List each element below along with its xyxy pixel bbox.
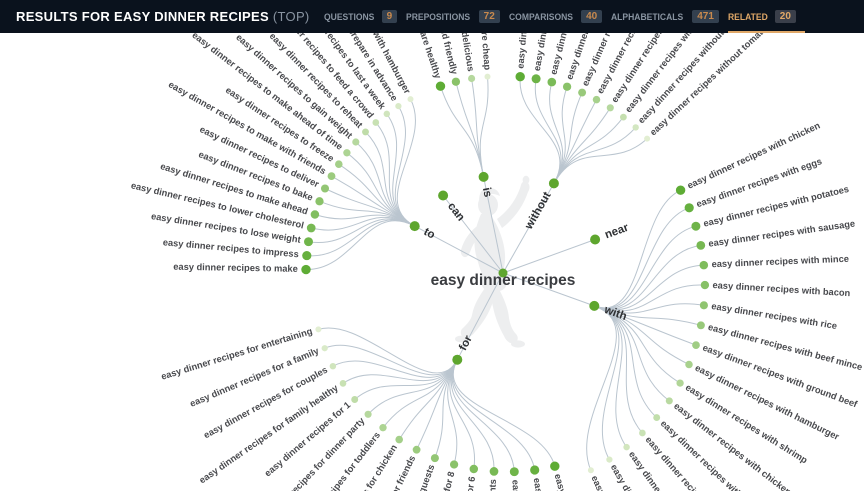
svg-text:easy dinner recipes with potat: easy dinner recipes with potatoes <box>702 184 849 229</box>
svg-text:easy dinner recipes to make wi: easy dinner recipes to make with friends <box>167 79 328 176</box>
svg-text:easy dinner recipes to freeze: easy dinner recipes to freeze <box>224 85 336 164</box>
svg-text:easy dinner recipes for couple: easy dinner recipes for couples <box>202 365 329 441</box>
svg-text:to: to <box>422 226 437 242</box>
svg-text:easy dinner recipes without ve: easy dinner recipes without vegetables <box>636 33 760 125</box>
svg-text:easy dinner recipes without to: easy dinner recipes without tomatoes <box>648 33 776 137</box>
svg-text:easy dinner recipes delicious: easy dinner recipes delicious <box>445 33 476 72</box>
svg-text:easy dinner recipes kid friend: easy dinner recipes kid friendly <box>417 33 460 76</box>
svg-text:easy dinner recipes for chicke: easy dinner recipes for chicken <box>317 443 399 491</box>
svg-text:easy dinner recipes without gl: easy dinner recipes without gluten <box>532 33 568 72</box>
svg-text:easy dinner recipes to bake: easy dinner recipes to bake <box>197 149 314 203</box>
svg-text:easy dinner recipes with groun: easy dinner recipes with ground beef <box>701 343 859 410</box>
svg-text:easy dinner recipes for entert: easy dinner recipes for entertaining <box>160 326 314 382</box>
svg-text:easy dinner recipes without da: easy dinner recipes without dairy <box>515 33 538 69</box>
svg-text:easy dinner recipes for 6: easy dinner recipes for 6 <box>451 476 477 491</box>
svg-text:easy dinner recipes with chick: easy dinner recipes with chicken breast <box>672 401 817 491</box>
svg-text:easy dinner recipes with rice: easy dinner recipes with rice <box>711 301 838 331</box>
svg-text:easy dinner recipes to feed a: easy dinner recipes to feed a crowd <box>266 33 376 120</box>
svg-text:easy dinner recipes for dinner: easy dinner recipes for dinner party <box>250 415 367 491</box>
svg-text:easy dinner recipes with hambu: easy dinner recipes with hamburger <box>329 33 413 96</box>
svg-text:easy dinner recipes to lose we: easy dinner recipes to lose weight <box>150 211 301 245</box>
svg-text:easy dinner recipes for 1: easy dinner recipes for 1 <box>263 400 353 479</box>
svg-text:can: can <box>445 201 467 224</box>
svg-text:easy dinner recipes with eggs: easy dinner recipes with eggs <box>695 156 823 209</box>
svg-text:easy dinner recipes with veget: easy dinner recipes with vegetables <box>609 463 696 491</box>
svg-text:easy dinner recipes without ca: easy dinner recipes without carbs <box>564 33 622 81</box>
svg-text:easy dinner recipes to reheat: easy dinner recipes to reheat <box>268 33 365 130</box>
svg-text:easy dinner recipes with mince: easy dinner recipes with mince <box>711 254 849 270</box>
svg-text:easy dinner recipes with hambu: easy dinner recipes with hamburger <box>694 363 842 442</box>
svg-text:easy dinner recipes for family: easy dinner recipes for family healthy <box>197 382 340 485</box>
svg-text:easy dinner recipes to make ah: easy dinner recipes to make ahead of tim… <box>190 33 344 152</box>
svg-text:easy dinner recipes family of: easy dinner recipes family of 4 uk <box>510 479 529 491</box>
svg-text:easy dinner recipes for 8: easy dinner recipes for 8 <box>420 471 457 491</box>
svg-text:easy dinner recipes with beef: easy dinner recipes with beef <box>659 418 761 491</box>
svg-text:easy dinner recipes with shrim: easy dinner recipes with shrimp <box>684 382 810 465</box>
svg-text:easy dinner recipes with bread: easy dinner recipes with bread <box>627 449 714 491</box>
svg-text:is: is <box>480 187 494 199</box>
svg-text:easy dinner recipes are health: easy dinner recipes are healthy <box>390 33 444 81</box>
svg-text:easy dinner recipes without su: easy dinner recipes without sugar <box>580 33 650 88</box>
svg-text:without: without <box>523 190 554 232</box>
svg-text:easy dinner recipes to make ah: easy dinner recipes to make ahead <box>159 161 309 216</box>
svg-text:easy dinner recipes to prepare: easy dinner recipes to prepare in advanc… <box>293 33 400 103</box>
svg-text:easy dinner recipes: easy dinner recipes <box>431 272 576 289</box>
svg-text:easy dinner recipes with chick: easy dinner recipes with chicken <box>686 120 822 191</box>
svg-text:easy dinner recipes with bacon: easy dinner recipes with bacon <box>712 280 851 298</box>
svg-text:easy dinner recipes to gain we: easy dinner recipes to gain weight <box>234 33 354 141</box>
svg-text:easy dinner recipes without ch: easy dinner recipes without cheese <box>595 33 678 95</box>
svg-text:easy dinner recipes to make: easy dinner recipes to make <box>173 262 298 274</box>
svg-text:near: near <box>603 222 630 242</box>
svg-text:easy dinner recipes for a fami: easy dinner recipes for a family <box>188 345 321 409</box>
svg-text:for: for <box>457 333 475 353</box>
svg-text:easy dinner recipes to lower c: easy dinner recipes to lower cholesterol <box>130 180 305 230</box>
svg-text:easy dinner recipes with pasta: easy dinner recipes with pasta <box>589 474 653 491</box>
svg-text:easy dinner recipes with beef: easy dinner recipes with beef mince <box>707 322 863 372</box>
svg-text:easy dinner recipes with sausa: easy dinner recipes with sausage <box>708 218 856 248</box>
svg-text:easy dinner recipes for friend: easy dinner recipes for friends <box>349 454 418 491</box>
svg-text:easy dinner recipes to deliver: easy dinner recipes to deliver <box>198 124 321 189</box>
svg-text:easy dinner recipes are cheap: easy dinner recipes are cheap <box>472 33 492 71</box>
svg-text:easy dinner recipes without co: easy dinner recipes without cooking <box>623 33 729 114</box>
svg-text:easy dinner recipes without me: easy dinner recipes without meat <box>548 33 594 76</box>
svg-text:easy dinner recipes for studen: easy dinner recipes for students <box>482 479 498 491</box>
svg-text:easy dinner recipes for 4 asda: easy dinner recipes for 4 asda <box>532 477 563 491</box>
svg-text:easy dinner recipes asda: easy dinner recipes asda <box>553 473 591 491</box>
svg-text:easy dinner recipes for toddle: easy dinner recipes for toddlers <box>288 430 382 491</box>
svg-text:easy dinner recipes to impress: easy dinner recipes to impress <box>162 237 299 259</box>
svg-text:easy dinner recipes to last a: easy dinner recipes to last a week <box>291 33 388 112</box>
svg-text:easy dinner recipes for guests: easy dinner recipes for guests <box>381 463 437 491</box>
svg-text:easy dinner recipes without ch: easy dinner recipes without chicken <box>609 33 705 104</box>
svg-text:with: with <box>602 304 629 323</box>
svg-text:easy dinner recipes with groun: easy dinner recipes with ground turkey <box>644 435 766 491</box>
